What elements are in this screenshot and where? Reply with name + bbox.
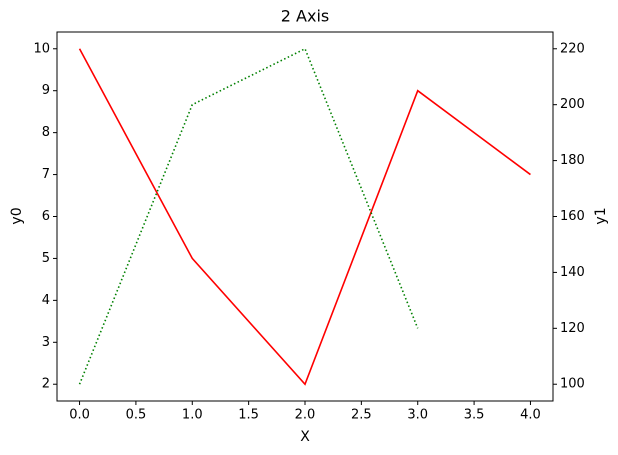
y-tick-label: 8 — [42, 125, 50, 140]
plot-frame — [56, 31, 554, 402]
y2-axis-label: y1 — [593, 207, 609, 224]
x-tick-label: 3.5 — [464, 408, 485, 423]
y-tick-label: 4 — [42, 293, 50, 308]
chart-title: 2 Axis — [281, 7, 329, 26]
y2-tick-label: 140 — [560, 265, 585, 280]
x-tick-label: 0.0 — [69, 408, 90, 423]
x-tick-label: 0.5 — [126, 408, 147, 423]
y-tick-label: 9 — [42, 83, 50, 98]
y-tick-label: 10 — [33, 41, 50, 56]
y-tick-label: 3 — [42, 335, 50, 350]
y-tick-label: 2 — [42, 377, 50, 392]
data-line — [78, 48, 531, 386]
x-tick-label: 2.0 — [295, 408, 316, 423]
y-axis-label: y0 — [9, 207, 25, 224]
data-line — [78, 47, 419, 385]
y2-tick-label: 160 — [560, 209, 585, 224]
y2-tick-label: 200 — [560, 97, 585, 112]
x-tick-label: 1.5 — [238, 408, 259, 423]
y-tick-label: 6 — [42, 209, 50, 224]
y2-tick-label: 100 — [560, 377, 585, 392]
y-tick-label: 5 — [42, 251, 50, 266]
x-axis-label: X — [300, 429, 310, 445]
x-tick-label: 4.0 — [520, 408, 541, 423]
x-tick-label: 1.0 — [182, 408, 203, 423]
y2-tick-label: 220 — [560, 41, 585, 56]
y-tick-label: 7 — [42, 167, 50, 182]
x-tick-label: 2.5 — [351, 408, 372, 423]
y2-tick-label: 180 — [560, 153, 585, 168]
x-tick-label: 3.0 — [407, 408, 428, 423]
y2-tick-label: 120 — [560, 321, 585, 336]
